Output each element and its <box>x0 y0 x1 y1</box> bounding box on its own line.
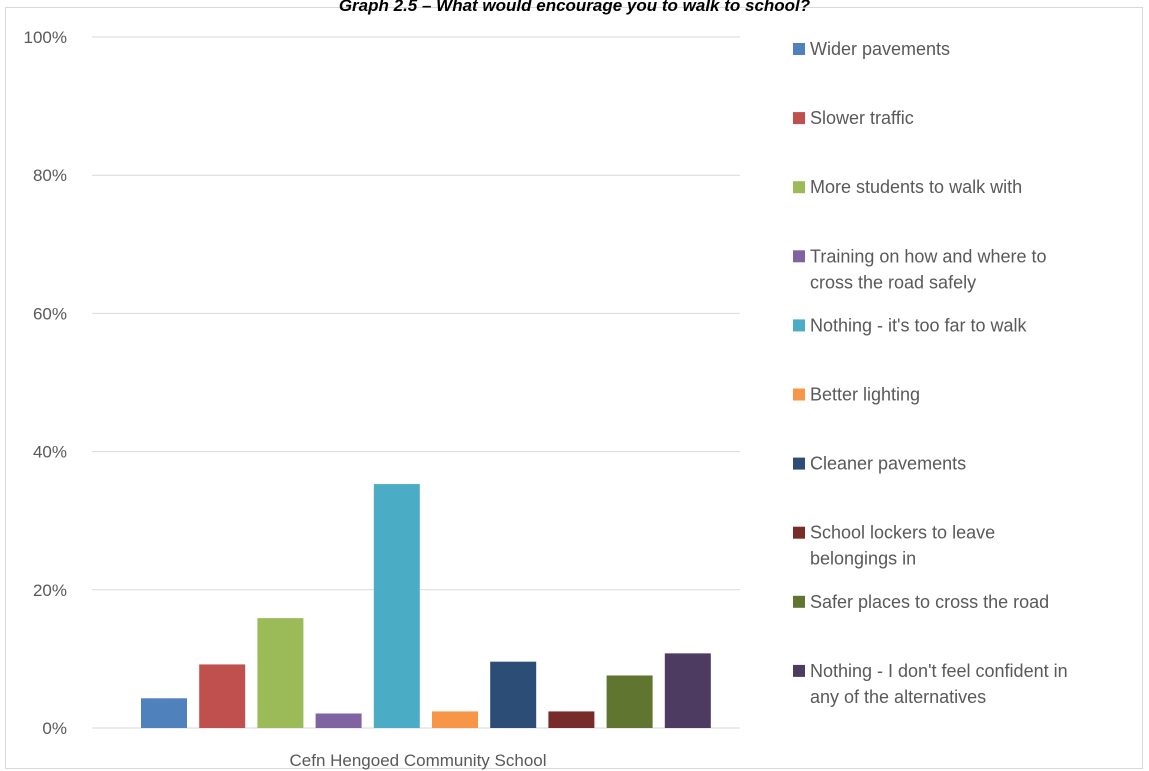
legend-label: Better lighting <box>810 385 920 405</box>
legend-swatch <box>793 112 805 125</box>
legend-label: More students to walk with <box>810 177 1022 197</box>
legend-swatch <box>793 319 805 332</box>
y-tick-label: 60% <box>33 304 67 323</box>
y-tick-label: 80% <box>33 166 67 185</box>
legend-label: Nothing - I don't feel confident in <box>810 661 1068 681</box>
legend-item: Nothing - it's too far to walk <box>793 315 1028 335</box>
legend: Wider pavements Slower traffic More studen… <box>793 39 1068 707</box>
bar-4 <box>315 713 362 728</box>
legend-label: cross the road safely <box>810 272 976 292</box>
legend-swatch <box>793 250 805 263</box>
y-tick-label: 20% <box>33 581 67 600</box>
legend-item: Training on how and where to cross the ro… <box>793 246 1046 292</box>
legend-swatch <box>793 181 805 194</box>
bar-6 <box>432 711 478 728</box>
legend-swatch <box>793 457 805 470</box>
y-tick-label: 0% <box>42 719 67 738</box>
legend-item: More students to walk with <box>793 177 1022 197</box>
bar-10 <box>664 653 711 728</box>
bar-9 <box>606 675 653 728</box>
legend-swatch <box>793 526 805 539</box>
legend-label: Slower traffic <box>810 108 914 128</box>
legend-item: Better lighting <box>793 385 920 405</box>
legend-label: Training on how and where to <box>810 246 1046 266</box>
legend-item: Nothing - I don't feel confident in any o… <box>793 661 1068 707</box>
bar-2 <box>199 664 246 728</box>
x-category-label: Cefn Hengoed Community School <box>289 751 546 770</box>
legend-item: Slower traffic <box>793 108 914 128</box>
legend-label: Wider pavements <box>810 39 950 59</box>
legend-swatch <box>793 43 805 55</box>
legend-swatch <box>793 664 805 677</box>
y-tick-label: 100% <box>24 28 67 47</box>
bar-7 <box>490 661 537 728</box>
legend-item: Wider pavements <box>793 39 950 59</box>
legend-label: any of the alternatives <box>810 687 986 707</box>
legend-label: Safer places to cross the road <box>810 592 1049 612</box>
bar-5 <box>373 484 420 728</box>
legend-item: School lockers to leave belongings in <box>793 523 995 569</box>
chart-title: Graph 2.5 – What would encourage you to … <box>338 0 811 15</box>
legend-swatch <box>793 595 805 608</box>
bar-1 <box>141 698 187 728</box>
legend-label: Nothing - it's too far to walk <box>810 315 1028 335</box>
bar-8 <box>548 711 595 728</box>
y-tick-label: 40% <box>33 443 67 462</box>
bar-3 <box>257 618 304 728</box>
legend-label: belongings in <box>810 549 916 569</box>
legend-label: Cleaner pavements <box>810 454 966 474</box>
chart-frame <box>5 7 1143 769</box>
x-axis: Cefn Hengoed Community School <box>289 751 546 770</box>
legend-item: Safer places to cross the road <box>793 592 1049 612</box>
legend-swatch <box>793 388 805 401</box>
bars <box>141 484 711 728</box>
y-axis: 0% 20% 40% 60% 80% 100% <box>24 28 67 738</box>
legend-item: Cleaner pavements <box>793 454 966 474</box>
legend-label: School lockers to leave <box>810 523 995 543</box>
